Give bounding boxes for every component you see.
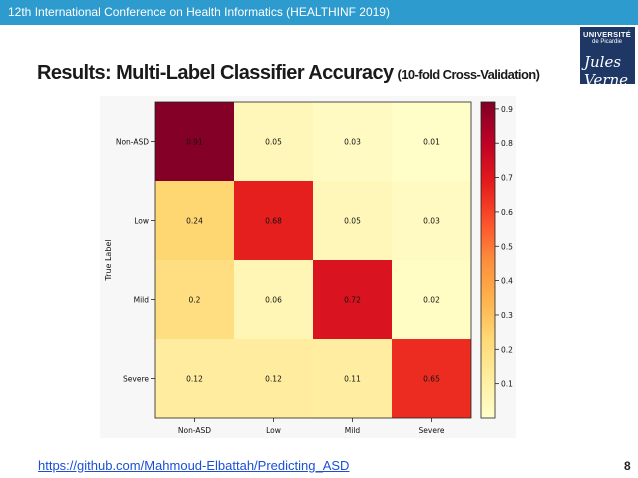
cell-value-label: 0.05 <box>265 138 282 147</box>
cell-value-label: 0.03 <box>423 217 440 226</box>
colorbar-tick-label: 0.4 <box>501 277 513 286</box>
cell-value-label: 0.01 <box>423 138 440 147</box>
colorbar-tick-label: 0.3 <box>501 311 513 320</box>
y-tick-label: Non-ASD <box>116 138 149 147</box>
logo-signature: Jules Verne <box>584 53 629 89</box>
slide-subtitle: (10-fold Cross-Validation) <box>397 67 540 82</box>
conference-title: 12th International Conference on Health … <box>8 5 390 19</box>
colorbar-tick-label: 0.5 <box>501 242 513 251</box>
heatmap-cell <box>392 260 471 339</box>
heatmap-cell <box>234 339 313 418</box>
cell-value-label: 0.05 <box>344 217 361 226</box>
cell-value-label: 0.2 <box>189 296 201 305</box>
cell-value-label: 0.24 <box>186 217 203 226</box>
y-axis-label: True Label <box>104 239 113 281</box>
colorbar-tick-label: 0.9 <box>501 105 513 114</box>
heatmap-cell <box>392 102 471 181</box>
heatmap-cell <box>234 181 313 260</box>
cell-value-label: 0.03 <box>344 138 361 147</box>
page-number: 8 <box>624 459 631 473</box>
colorbar <box>480 101 496 419</box>
y-tick-label: Severe <box>123 375 149 384</box>
cell-value-label: 0.65 <box>423 375 440 384</box>
slide-title: Results: Multi-Label Classifier Accuracy <box>37 62 394 84</box>
cell-value-label: 0.68 <box>265 217 282 226</box>
colorbar-tick-label: 0.8 <box>501 139 513 148</box>
heatmap-cell <box>313 260 392 339</box>
colorbar-tick-label: 0.1 <box>501 380 513 389</box>
x-tick-label: Non-ASD <box>178 426 211 435</box>
heatmap-cell <box>313 181 392 260</box>
cell-value-label: 0.02 <box>423 296 440 305</box>
x-tick-label: Mild <box>345 426 361 435</box>
heatmap-cell <box>234 102 313 181</box>
github-link[interactable]: https://github.com/Mahmoud-Elbattah/Pred… <box>38 458 350 473</box>
cell-value-label: 0.12 <box>186 375 203 384</box>
x-tick-label: Low <box>266 426 281 435</box>
heatmap-cell <box>155 339 234 418</box>
heatmap-cell <box>155 181 234 260</box>
cell-value-label: 0.06 <box>265 296 282 305</box>
colorbar-tick-label: 0.6 <box>501 208 513 217</box>
confusion-matrix-chart: 0.91 0.05 0.03 0.01 0.24 0.68 0.05 0.03 0.2 0.06 0… <box>104 101 513 435</box>
heatmap-cell <box>392 339 471 418</box>
colorbar-tick-label: 0.2 <box>501 345 513 354</box>
confusion-matrix-figure: 0.91 0.05 0.03 0.01 0.24 0.68 0.05 0.03 0.2 0.06 0… <box>100 96 516 438</box>
logo-line-2: de Picardie <box>592 39 623 45</box>
heatmap-cell <box>155 260 234 339</box>
heatmap-cell <box>155 102 234 181</box>
university-logo: UNIVERSITÉ de Picardie Jules Verne <box>580 27 635 89</box>
colorbar-tick-label: 0.7 <box>501 174 513 183</box>
cell-value-label: 0.72 <box>344 296 361 305</box>
x-tick-label: Severe <box>419 426 445 435</box>
heatmap-cell <box>234 260 313 339</box>
heatmap-cell <box>313 102 392 181</box>
cell-value-label: 0.91 <box>186 138 203 147</box>
plot-frame <box>154 101 472 419</box>
logo-line-1: UNIVERSITÉ <box>583 30 632 39</box>
cell-value-label: 0.11 <box>344 375 361 384</box>
heatmap-cell <box>392 181 471 260</box>
header-bar: 12th International Conference on Health … <box>0 0 638 25</box>
y-tick-label: Mild <box>134 296 150 305</box>
heatmap-cell <box>313 339 392 418</box>
slide-title-block: Results: Multi-Label Classifier Accuracy… <box>37 62 540 85</box>
cell-value-label: 0.12 <box>265 375 282 384</box>
y-tick-label: Low <box>134 217 149 226</box>
